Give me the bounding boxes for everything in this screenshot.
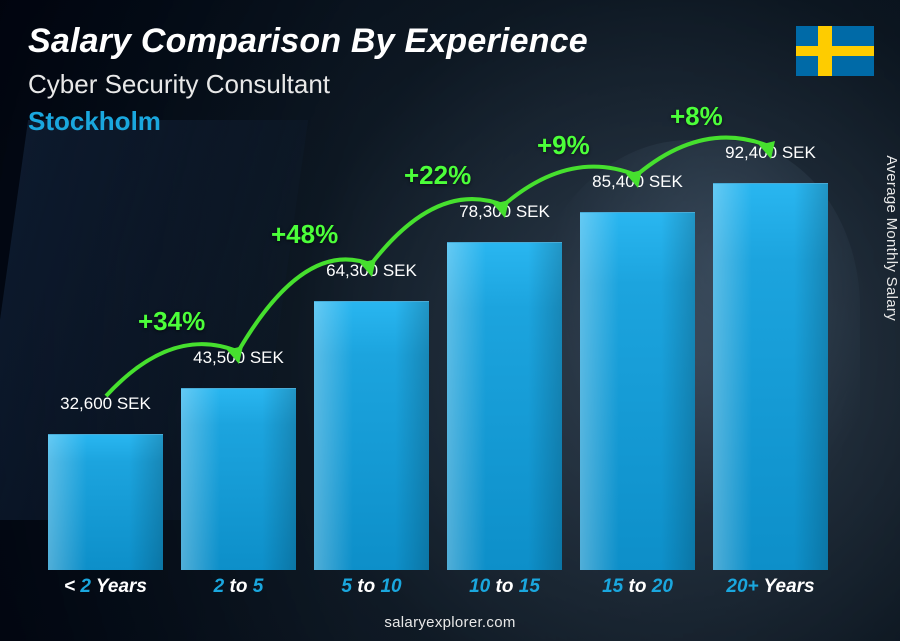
bar-col: 92,400 SEK	[713, 0, 828, 570]
x-axis-label: 5 to 10	[314, 576, 429, 598]
x-axis-label: 15 to 20	[580, 576, 695, 598]
page-title: Salary Comparison By Experience	[28, 22, 588, 61]
bar-value-label: 64,300 SEK	[291, 261, 452, 281]
location: Stockholm	[28, 106, 588, 137]
bar-value-label: 92,400 SEK	[690, 143, 851, 163]
bar-col: 85,400 SEK	[580, 0, 695, 570]
bar-value-label: 43,500 SEK	[158, 348, 319, 368]
x-axis-label: < 2 Years	[48, 576, 163, 598]
bar-value-label: 32,600 SEK	[25, 394, 186, 414]
increase-label: +48%	[271, 219, 338, 250]
bar	[48, 434, 163, 570]
y-axis-label: Average Monthly Salary	[884, 155, 900, 321]
job-title: Cyber Security Consultant	[28, 69, 588, 100]
bar	[713, 183, 828, 570]
increase-label: +8%	[670, 101, 723, 132]
bar-value-label: 85,400 SEK	[557, 172, 718, 192]
x-axis-label: 10 to 15	[447, 576, 562, 598]
increase-label: +22%	[404, 160, 471, 191]
increase-label: +34%	[138, 306, 205, 337]
x-axis-label: 20+ Years	[713, 576, 828, 598]
bar	[580, 212, 695, 570]
x-axis-label: 2 to 5	[181, 576, 296, 598]
footer-attribution: salaryexplorer.com	[0, 614, 900, 631]
x-axis: < 2 Years 2 to 5 5 to 10 10 to 15 15 to 20 20…	[48, 576, 828, 598]
bar-value-label: 78,300 SEK	[424, 202, 585, 222]
header: Salary Comparison By Experience Cyber Se…	[28, 22, 588, 137]
bar	[447, 242, 562, 570]
bar	[181, 388, 296, 570]
flag-sweden-icon	[796, 26, 874, 76]
bar	[314, 301, 429, 570]
